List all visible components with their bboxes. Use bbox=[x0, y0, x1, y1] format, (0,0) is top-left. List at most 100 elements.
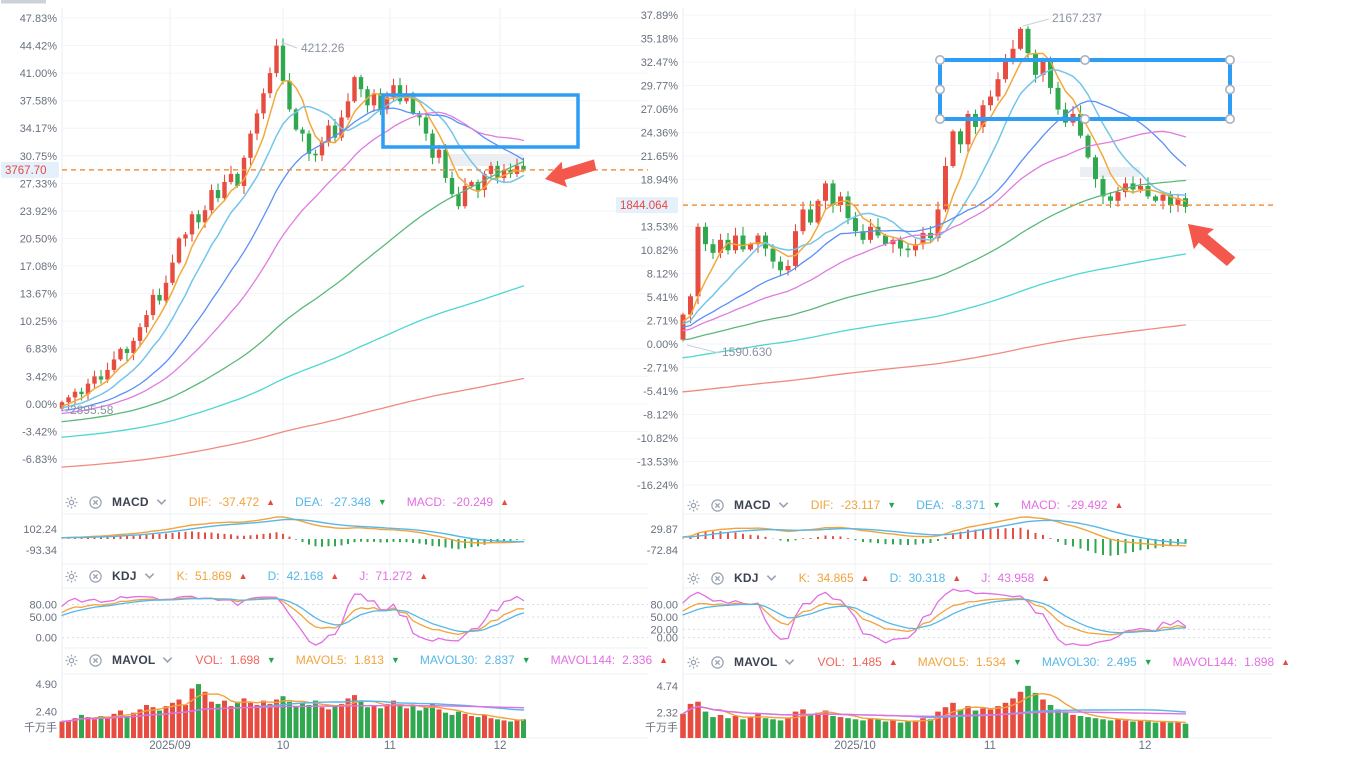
candle-body bbox=[1100, 179, 1106, 197]
indicator-title-kdj[interactable]: KDJ bbox=[734, 571, 759, 585]
candle-body bbox=[215, 190, 221, 199]
candle-body bbox=[443, 149, 448, 178]
indicator-title-mavol[interactable]: MAVOL bbox=[734, 655, 778, 669]
volume-bar bbox=[1017, 691, 1024, 738]
candle-body bbox=[124, 348, 130, 353]
volume-bar bbox=[66, 720, 71, 738]
series-line bbox=[682, 253, 1187, 359]
volume-bar bbox=[430, 703, 435, 738]
trend-arrow-icon: ▲ bbox=[330, 571, 340, 581]
candle-body bbox=[280, 45, 286, 82]
indicator-title-kdj[interactable]: KDJ bbox=[112, 569, 137, 583]
resize-handle[interactable] bbox=[1225, 84, 1236, 95]
drawn-arrow[interactable] bbox=[542, 155, 598, 191]
remove-indicator-icon[interactable] bbox=[88, 495, 103, 510]
trend-arrow-icon: ▲ bbox=[500, 497, 510, 507]
candle-body bbox=[1040, 61, 1046, 75]
indicator-header-kdj-right: KDJ K: 34.865 ▲ D: 30.318 ▲ J: 43.958 ▲ bbox=[686, 569, 1050, 587]
settings-icon[interactable] bbox=[686, 571, 701, 586]
current-price-label: 1844.064 bbox=[620, 200, 669, 212]
candle-body bbox=[313, 153, 318, 156]
remove-indicator-icon[interactable] bbox=[88, 653, 103, 668]
volume-bar bbox=[326, 709, 331, 738]
chevron-down-icon[interactable] bbox=[162, 656, 173, 664]
remove-indicator-icon[interactable] bbox=[88, 569, 103, 584]
volume-bar bbox=[306, 705, 312, 738]
kdj-axis-tick: 80.00 bbox=[650, 600, 678, 612]
remove-indicator-icon[interactable] bbox=[710, 571, 725, 586]
readout-dif: DIF: -23.117 ▼ bbox=[810, 498, 897, 512]
price-axis-tick: 44.42% bbox=[20, 41, 58, 53]
volume-bar bbox=[274, 699, 279, 738]
resize-handle[interactable] bbox=[1080, 114, 1091, 125]
price-axis-tick: 41.00% bbox=[20, 68, 58, 80]
settings-icon[interactable] bbox=[686, 655, 701, 670]
candle-body bbox=[860, 231, 866, 240]
volume-bar bbox=[449, 714, 455, 738]
chevron-down-icon[interactable] bbox=[784, 658, 795, 666]
candle-body bbox=[501, 169, 507, 178]
candle-body bbox=[898, 239, 903, 249]
candle-body bbox=[449, 177, 455, 195]
volume-bar bbox=[680, 713, 686, 738]
volume-bar bbox=[897, 722, 904, 738]
volume-bar bbox=[105, 718, 110, 738]
drawn-arrow[interactable] bbox=[1178, 213, 1239, 274]
price-axis-tick: 32.47% bbox=[641, 57, 679, 69]
candle-body bbox=[980, 105, 986, 127]
volume-bar bbox=[254, 705, 260, 738]
readout-mavol144: MAVOL144: 2.336 ▲ bbox=[550, 653, 669, 667]
volume-bar bbox=[1010, 698, 1016, 738]
scrollbar-fragment bbox=[1, 0, 46, 4]
resize-handle[interactable] bbox=[934, 114, 945, 125]
price-axis-tick: 23.92% bbox=[20, 206, 58, 218]
volume-bar bbox=[157, 710, 162, 738]
volume-bar bbox=[1152, 722, 1159, 738]
volume-axis-tick: 2.40 bbox=[36, 707, 57, 719]
series-line bbox=[682, 519, 1187, 544]
candle-body bbox=[202, 210, 208, 223]
chevron-down-icon[interactable] bbox=[766, 574, 777, 582]
indicator-title-macd[interactable]: MACD bbox=[112, 495, 149, 509]
series-line bbox=[61, 285, 525, 438]
settings-icon[interactable] bbox=[64, 495, 79, 510]
volume-bar bbox=[1070, 714, 1076, 738]
chevron-down-icon[interactable] bbox=[778, 501, 789, 509]
candle-body bbox=[785, 265, 791, 271]
candle-body bbox=[800, 209, 806, 232]
volume-bar bbox=[508, 721, 513, 738]
candle-body bbox=[462, 186, 468, 207]
candle-body bbox=[1018, 28, 1023, 49]
candle-body bbox=[905, 248, 911, 251]
series-line bbox=[61, 111, 525, 415]
indicator-title-mavol[interactable]: MAVOL bbox=[112, 653, 156, 667]
chevron-down-icon[interactable] bbox=[144, 572, 155, 580]
settings-icon[interactable] bbox=[686, 498, 701, 513]
candle-body bbox=[935, 209, 941, 239]
remove-indicator-icon[interactable] bbox=[710, 498, 725, 513]
candle-body bbox=[778, 261, 783, 271]
candle-body bbox=[688, 296, 693, 315]
settings-icon[interactable] bbox=[64, 569, 79, 584]
indicator-title-macd[interactable]: MACD bbox=[734, 498, 771, 512]
volume-bar bbox=[1002, 702, 1009, 738]
chevron-down-icon[interactable] bbox=[156, 498, 167, 506]
series-line bbox=[61, 516, 525, 544]
series-line bbox=[61, 593, 525, 646]
price-axis-tick: 47.83% bbox=[20, 13, 58, 25]
volume-bar bbox=[1130, 721, 1136, 738]
candle-body bbox=[183, 234, 188, 239]
resize-handle[interactable] bbox=[934, 54, 945, 65]
remove-indicator-icon[interactable] bbox=[710, 655, 725, 670]
price-axis-tick: 0.00% bbox=[647, 339, 678, 351]
trend-arrow-icon: ▼ bbox=[521, 655, 531, 665]
resize-handle[interactable] bbox=[1080, 54, 1091, 65]
macd-axis-tick: -72.84 bbox=[647, 545, 678, 557]
resize-handle[interactable] bbox=[1225, 114, 1236, 125]
settings-icon[interactable] bbox=[64, 653, 79, 668]
volume-bar bbox=[488, 718, 494, 738]
volume-bar bbox=[365, 707, 370, 738]
drawn-rectangle[interactable] bbox=[381, 93, 580, 149]
resize-handle[interactable] bbox=[1225, 54, 1236, 65]
resize-handle[interactable] bbox=[934, 84, 945, 95]
